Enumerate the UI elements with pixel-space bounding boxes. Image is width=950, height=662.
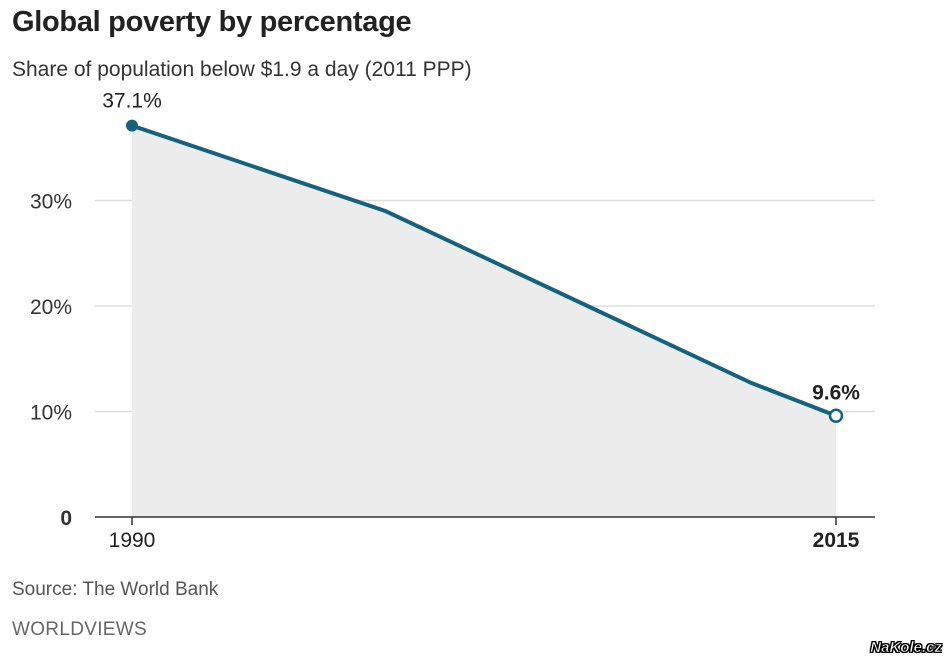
chart-subtitle: Share of population below $1.9 a day (20… <box>12 58 472 81</box>
series-line <box>131 123 837 418</box>
data-point-end <box>828 408 844 423</box>
x-tick-label: 2015 <box>813 529 860 552</box>
area-fill <box>132 125 836 517</box>
y-tick-label: 30% <box>30 191 72 214</box>
data-labels: 37.1% 9.6% <box>102 90 860 405</box>
watermark-logo: NaKole.cz <box>870 639 942 657</box>
y-tick-label: 0 <box>60 507 72 530</box>
data-points <box>126 119 844 423</box>
data-label: 37.1% <box>102 90 162 113</box>
chart-title: Global poverty by percentage <box>12 6 412 38</box>
y-tick-labels: 0 10% 20% 30% <box>30 191 72 531</box>
source-note: Source: The World Bank <box>12 579 219 600</box>
y-tick-label: 20% <box>30 296 72 319</box>
x-tick-label: 1990 <box>109 529 156 552</box>
data-label: 9.6% <box>812 382 860 405</box>
data-point-start <box>126 119 138 132</box>
brand-label: WORLDVIEWS <box>12 619 147 640</box>
x-tick-labels: 1990 2015 <box>109 517 860 552</box>
y-tick-label: 10% <box>30 402 72 425</box>
